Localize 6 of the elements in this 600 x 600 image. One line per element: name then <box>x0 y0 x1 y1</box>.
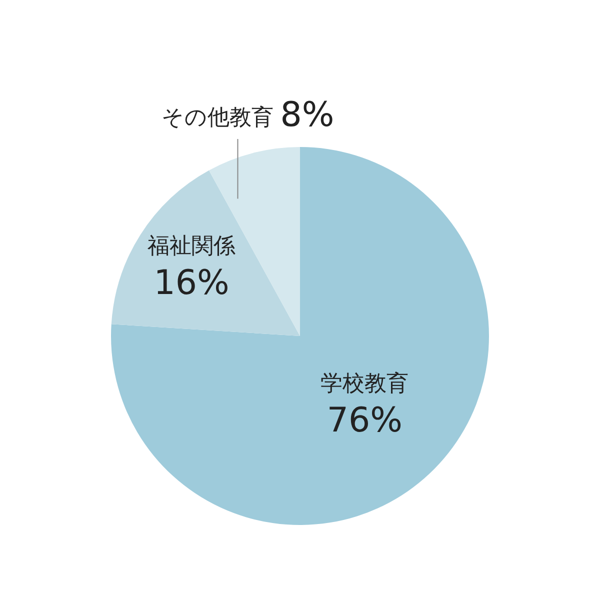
slice-label: 学校教育 <box>320 370 409 397</box>
data-label: 16% <box>154 262 230 303</box>
slice-label: 福祉関係 <box>147 234 236 259</box>
slice-label: その他教育 <box>161 104 274 131</box>
data-label: 76% <box>326 400 402 441</box>
data-label: 8% <box>280 94 334 135</box>
